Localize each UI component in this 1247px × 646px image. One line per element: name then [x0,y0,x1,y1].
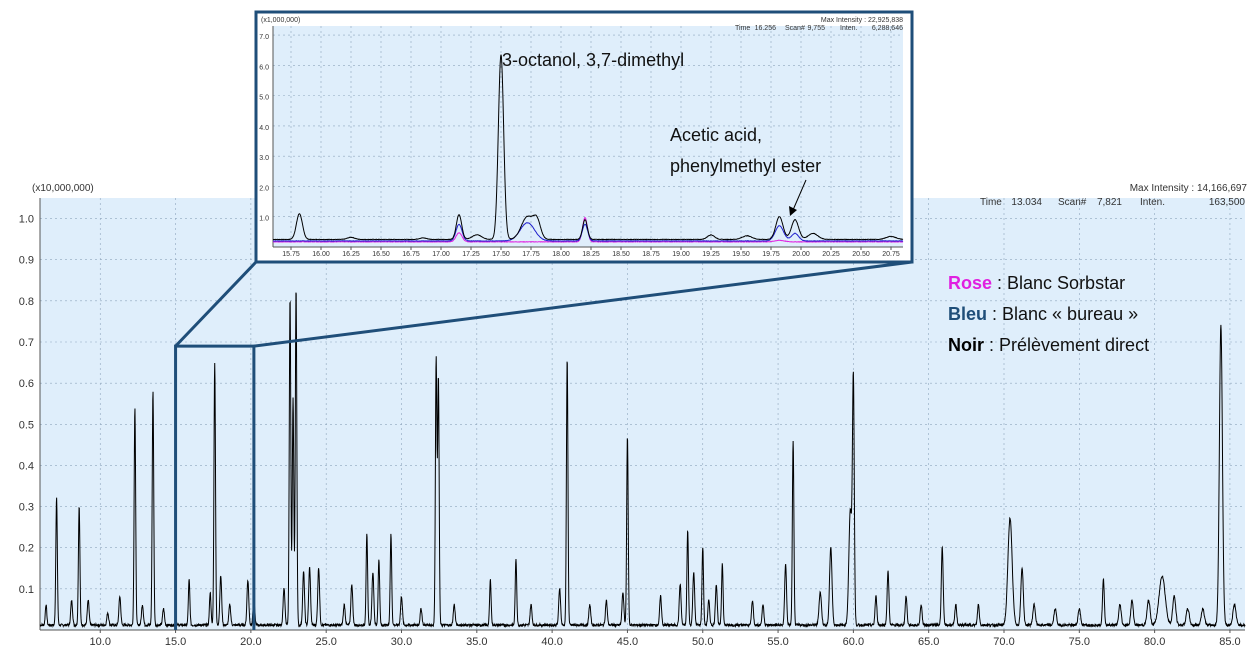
main-info-scan: 7,821 [1097,197,1122,208]
annotation-3-octanol: 3-octanol, 3,7-dimethyl [502,50,684,70]
x-tick-label: 10.0 [90,636,111,646]
main-chart: 10.0 15.0 20.0 25.0 30.0 35.0 40.0 45.0 50.0 55.0… [19,183,1247,646]
main-plot-background [40,198,1245,630]
y-tick-label: 0.5 [19,419,34,431]
legend-key-noir: Noir [948,335,984,355]
x-tick-label: 18.00 [552,251,570,258]
zoom-connector-lines [174,260,913,348]
x-tick-label: 40.0 [541,636,562,646]
inset-info-inten-label: Inten. [840,25,858,32]
x-tick-label: 16.50 [372,251,390,258]
inset-max-intensity: Max Intensity : 22,925,838 [821,17,903,24]
y-tick-label: 0.4 [19,460,34,472]
x-tick-label: 20.50 [852,251,870,258]
x-tick-label: 19.00 [672,251,690,258]
legend-key-rose: Rose [948,273,992,293]
x-tick-label: 25.0 [315,636,336,646]
inset-chart: 15.75 16.00 16.25 16.50 16.75 17.00 17.25 17.50… [254,10,914,264]
annotation-arrow [792,179,807,211]
x-tick-label: 35.0 [466,636,487,646]
main-info-inten-label: Inten. [1140,197,1165,208]
inset-scale-label: (x1,000,000) [261,17,300,24]
x-tick-label: 18.50 [612,251,630,258]
x-tick-label: 65.0 [918,636,939,646]
main-info-time: 13.034 [1011,197,1042,208]
main-scale-label: (x10,000,000) [32,183,94,194]
x-tick-label: 17.00 [432,251,450,258]
y-tick-label: 6.0 [259,64,269,71]
legend-item-bleu: Bleu : Blanc « bureau » [948,304,1138,324]
zoom-region-outline [174,344,256,630]
zoom-connector [174,260,913,630]
x-tick-label: 19.50 [732,251,750,258]
x-tick-label: 16.25 [342,251,360,258]
y-tick-label: 0.8 [19,296,34,308]
inset-info-time: 16.256 [755,25,777,32]
y-tick-label: 0.3 [19,502,34,514]
x-tick-label: 20.25 [822,251,840,258]
inset-traces [272,54,904,243]
x-tick-label: 18.25 [582,251,600,258]
inset-trace-noir [272,54,904,241]
main-max-intensity: Max Intensity : 14,166,697 [1130,183,1247,194]
x-tick-label: 17.50 [492,251,510,258]
x-tick-label: 17.25 [462,251,480,258]
x-tick-label: 80.0 [1144,636,1165,646]
x-tick-label: 18.75 [642,251,660,258]
legend-text-bleu: : Blanc « bureau » [987,304,1138,324]
annotation-arrow-head [789,206,797,216]
legend-item-noir: Noir : Prélèvement direct [948,335,1149,355]
x-tick-label: 16.00 [312,251,330,258]
x-tick-label: 75.0 [1069,636,1090,646]
main-chromatogram-trace [39,292,1246,629]
x-tick-label: 20.75 [882,251,900,258]
legend: Rose : Blanc Sorbstar Bleu : Blanc « bur… [948,273,1149,355]
main-info-scan-label: Scan# [1058,197,1087,208]
x-tick-label: 45.0 [617,636,638,646]
legend-key-bleu: Bleu [948,304,987,324]
x-tick-label: 85.0 [1219,636,1240,646]
inset-grid [273,26,903,247]
legend-text-rose: : Blanc Sorbstar [992,273,1125,293]
inset-info-scan: 9,755 [807,25,825,32]
x-tick-label: 20.00 [792,251,810,258]
inset-info-scan-label: Scan# [785,25,805,32]
x-tick-label: 30.0 [391,636,412,646]
x-tick-label: 50.0 [692,636,713,646]
inset-plot-background [273,26,903,247]
y-tick-label: 5.0 [259,95,269,102]
y-tick-label: 0.2 [19,543,34,555]
x-tick-label: 15.75 [282,251,300,258]
y-tick-label: 3.0 [259,155,269,162]
x-tick-label: 19.25 [702,251,720,258]
y-tick-label: 1.0 [259,216,269,223]
x-tick-label: 70.0 [993,636,1014,646]
y-tick-label: 0.1 [19,584,34,596]
y-tick-label: 7.0 [259,34,269,41]
main-info-time-label: Time [980,197,1002,208]
y-tick-label: 0.9 [19,255,34,267]
x-tick-label: 16.75 [402,251,420,258]
inset-info-time-label: Time [735,25,750,32]
main-axis-ticks: 10.0 15.0 20.0 25.0 30.0 35.0 40.0 45.0 50.0 55.0… [19,198,1245,646]
main-info-inten: 163,500 [1209,197,1246,208]
inset-axis-ticks: 15.75 16.00 16.25 16.50 16.75 17.00 17.25 17.50… [259,26,903,258]
y-tick-label: 1.0 [19,214,34,226]
x-tick-label: 60.0 [843,636,864,646]
x-tick-label: 15.0 [165,636,186,646]
legend-text-noir: : Prélèvement direct [984,335,1149,355]
inset-info-inten: 6,288,646 [872,25,903,32]
annotation-acetic-acid-line1: Acetic acid, [670,125,762,145]
y-tick-label: 4.0 [259,125,269,132]
y-tick-label: 2.0 [259,185,269,192]
legend-item-rose: Rose : Blanc Sorbstar [948,273,1125,293]
x-tick-label: 20.0 [240,636,261,646]
y-tick-label: 0.6 [19,378,34,390]
x-tick-label: 19.75 [762,251,780,258]
annotation-acetic-acid-line2: phenylmethyl ester [670,156,821,176]
x-tick-label: 55.0 [767,636,788,646]
y-tick-label: 0.7 [19,337,34,349]
x-tick-label: 17.75 [522,251,540,258]
